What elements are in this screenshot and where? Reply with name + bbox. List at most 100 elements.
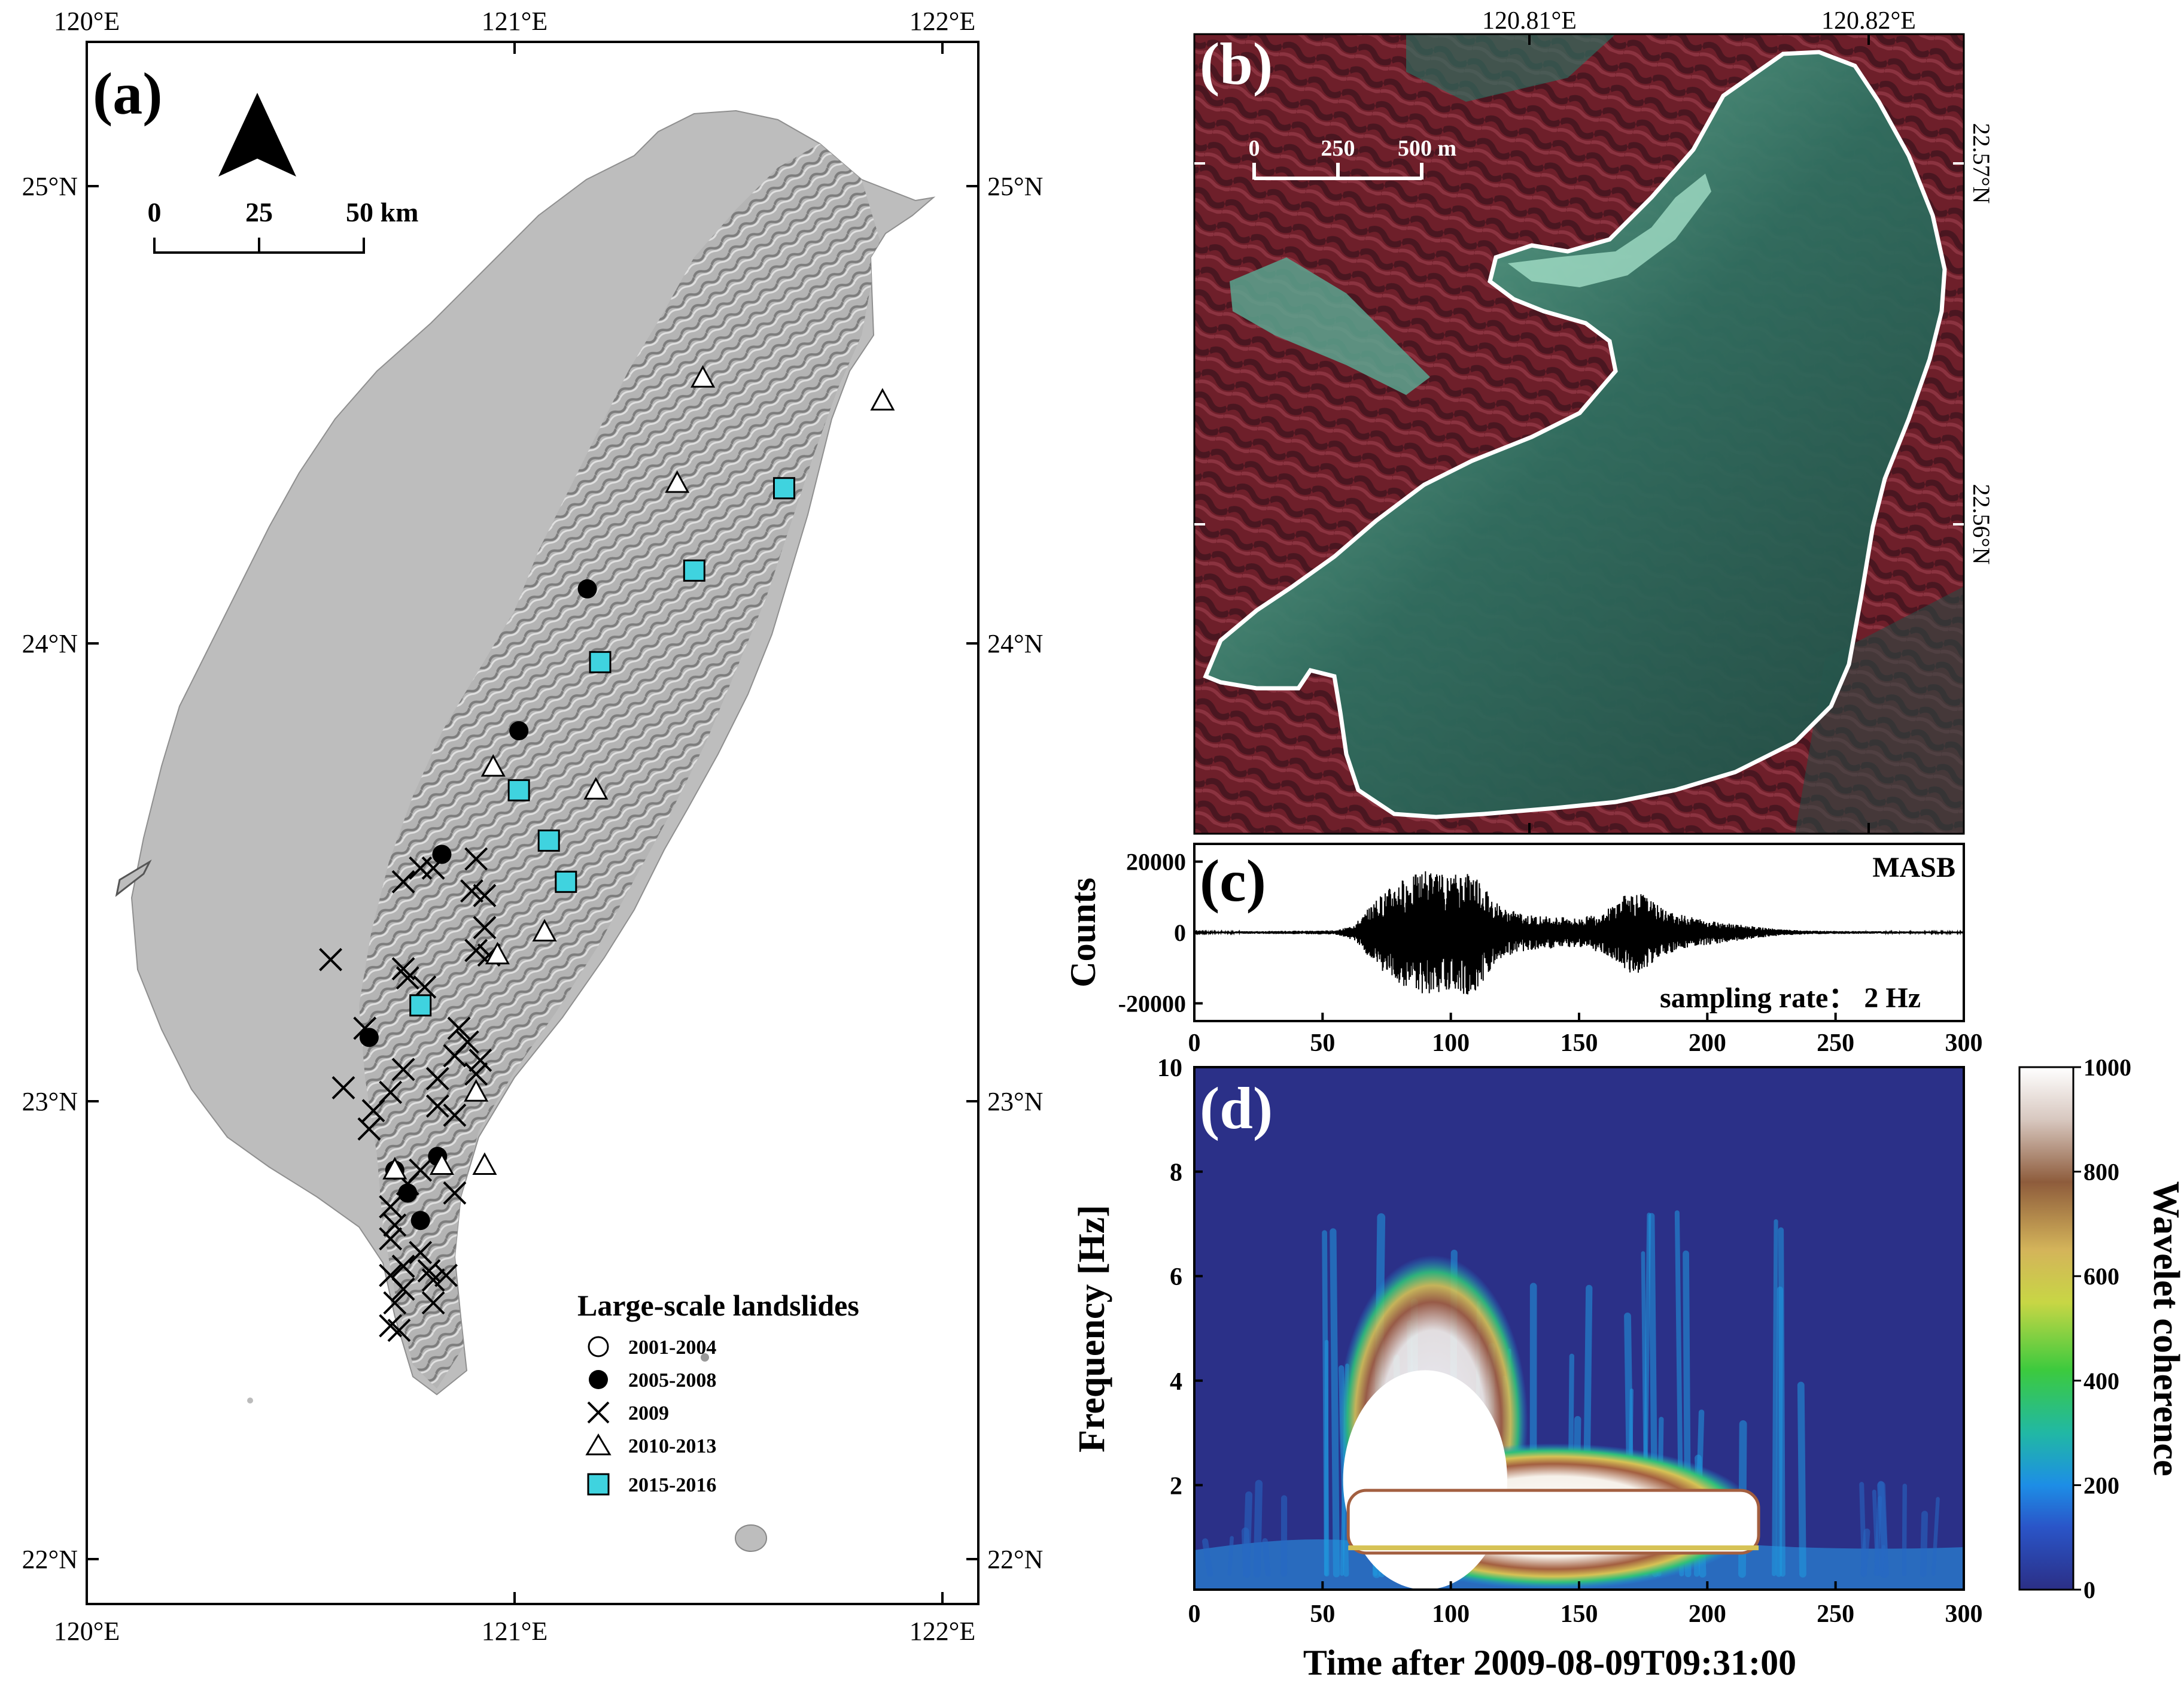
marker-cross bbox=[379, 1195, 403, 1219]
marker-cross bbox=[413, 975, 437, 999]
marker-filled-circle bbox=[577, 579, 597, 599]
colorbar-tick-label: 200 bbox=[2083, 1472, 2119, 1499]
marker-open-triangle bbox=[870, 388, 895, 411]
marker-cross bbox=[357, 1117, 381, 1141]
scale-b-250: 250 bbox=[1321, 136, 1355, 161]
sampling-rate: sampling rate： 2 Hz bbox=[1660, 982, 1921, 1014]
coherence-streak bbox=[1772, 1219, 1778, 1576]
marker-cyan-square bbox=[772, 477, 795, 500]
panel-b-label: (b) bbox=[1200, 31, 1273, 97]
lon-label-120: 120°E bbox=[54, 7, 120, 36]
y-tick-label-d: 2 bbox=[1170, 1472, 1182, 1500]
coherence-white-core bbox=[1343, 1370, 1507, 1590]
marker-cross bbox=[391, 1277, 415, 1301]
y-tick-label-c: -20000 bbox=[1118, 990, 1186, 1017]
marker-cross bbox=[383, 1291, 407, 1315]
marker-cross bbox=[391, 1254, 415, 1278]
panel-a-map: 120°E 121°E 122°E 120°E 121°E 122°E 25°N… bbox=[22, 7, 1044, 1646]
panel-b-ticks bbox=[1528, 34, 1870, 834]
marker-open-triangle bbox=[472, 1152, 497, 1175]
marker-cross bbox=[383, 1213, 407, 1237]
marker-open-triangle bbox=[532, 919, 557, 941]
lower-right-greenery bbox=[1795, 587, 1964, 834]
coherence-streak bbox=[1859, 1482, 1867, 1576]
marker-open-triangle bbox=[382, 1156, 407, 1180]
colorbar-tick-label: 0 bbox=[2083, 1576, 2095, 1603]
islet-2 bbox=[735, 1524, 767, 1552]
lon-label-122-bottom: 122°E bbox=[910, 1617, 975, 1646]
panel-b-lon-2: 120.82°E bbox=[1821, 7, 1916, 35]
coherence-streak bbox=[1322, 1230, 1330, 1577]
marker-cross bbox=[409, 1241, 433, 1265]
x-tick-label-c: 250 bbox=[1817, 1029, 1854, 1057]
marker-cross bbox=[391, 1058, 415, 1082]
legend-symbol-filled-circle bbox=[589, 1370, 608, 1389]
colorbar-tick-label: 1000 bbox=[2083, 1054, 2131, 1081]
lat-label-25-left: 25°N bbox=[22, 172, 78, 201]
x-tick-label-d: 0 bbox=[1188, 1600, 1201, 1628]
islet-3 bbox=[701, 1353, 709, 1362]
panel-c-label: (c) bbox=[1200, 847, 1266, 914]
x-tick-label-c: 200 bbox=[1689, 1029, 1726, 1057]
y-tick-label-d: 8 bbox=[1170, 1159, 1182, 1187]
x-tick-label-d: 250 bbox=[1817, 1600, 1854, 1628]
marker-cyan-square bbox=[683, 559, 705, 582]
station-name: MASB bbox=[1872, 852, 1955, 883]
y-tick-label-c: 0 bbox=[1174, 919, 1186, 946]
scale-a-25: 25 bbox=[245, 197, 273, 227]
frequency-label: Frequency [Hz] bbox=[1072, 1205, 1112, 1453]
marker-cross bbox=[443, 1044, 467, 1068]
x-tick-label-d: 300 bbox=[1945, 1600, 1983, 1628]
marker-cross bbox=[387, 1319, 411, 1342]
marker-cross bbox=[425, 1067, 449, 1090]
legend-label-2005: 2005-2008 bbox=[628, 1369, 716, 1392]
y-tick-label-d: 4 bbox=[1170, 1368, 1182, 1396]
coherence-streak bbox=[1778, 1227, 1785, 1577]
landslide-outline bbox=[1203, 50, 1947, 819]
marker-cross bbox=[396, 966, 419, 990]
marker-filled-circle bbox=[509, 721, 529, 740]
marker-cross bbox=[361, 1099, 385, 1123]
marker-cross bbox=[443, 1103, 467, 1127]
landslide-body bbox=[1206, 52, 1945, 817]
marker-cross bbox=[331, 1076, 355, 1099]
marker-cross bbox=[421, 1268, 445, 1292]
marker-open-triangle bbox=[583, 777, 609, 800]
legend-label-2009: 2009 bbox=[628, 1402, 669, 1424]
coherence-streak bbox=[1920, 1511, 1929, 1578]
x-tick-label-c: 100 bbox=[1432, 1029, 1470, 1057]
coherence-streak bbox=[1330, 1228, 1340, 1578]
x-tick-label-d: 200 bbox=[1689, 1600, 1726, 1628]
north-arrow-icon bbox=[218, 93, 296, 177]
scale-bar-b: 0 250 500 m bbox=[1249, 136, 1456, 180]
colorbar-tick-label: 800 bbox=[2083, 1159, 2119, 1186]
coherence-streak bbox=[1253, 1480, 1263, 1578]
marker-cross bbox=[379, 1227, 403, 1251]
lat-label-23-right: 23°N bbox=[987, 1087, 1043, 1116]
scale-b-0: 0 bbox=[1249, 136, 1260, 161]
legend-title: Large-scale landslides bbox=[577, 1289, 859, 1322]
marker-cross bbox=[473, 916, 497, 940]
mountain-relief bbox=[359, 144, 880, 1389]
legend-label-2001: 2001-2004 bbox=[628, 1336, 716, 1359]
colorbar-tick-label: 600 bbox=[2083, 1263, 2119, 1290]
marker-cyan-square bbox=[507, 779, 530, 801]
marker-cross bbox=[421, 1291, 445, 1315]
lat-label-24-left: 24°N bbox=[22, 629, 78, 658]
marker-cross bbox=[447, 1016, 471, 1040]
lat-label-24-right: 24°N bbox=[987, 629, 1043, 658]
coherence-streak bbox=[1241, 1527, 1251, 1578]
marker-cyan-square bbox=[537, 830, 560, 852]
panel-b-lat-ticks bbox=[1194, 162, 1964, 525]
panel-b-frame bbox=[1193, 33, 1965, 835]
coherence-streak bbox=[1262, 1538, 1271, 1577]
legend-symbol-cyan-square bbox=[587, 1473, 610, 1496]
marker-cross bbox=[319, 947, 342, 971]
marker-cross bbox=[425, 1094, 449, 1118]
counts-label: Counts bbox=[1063, 877, 1103, 987]
x-tick-label-c: 300 bbox=[1945, 1029, 1983, 1057]
x-tick-label-d: 50 bbox=[1310, 1600, 1335, 1628]
panel-a-ticks bbox=[86, 42, 978, 1604]
